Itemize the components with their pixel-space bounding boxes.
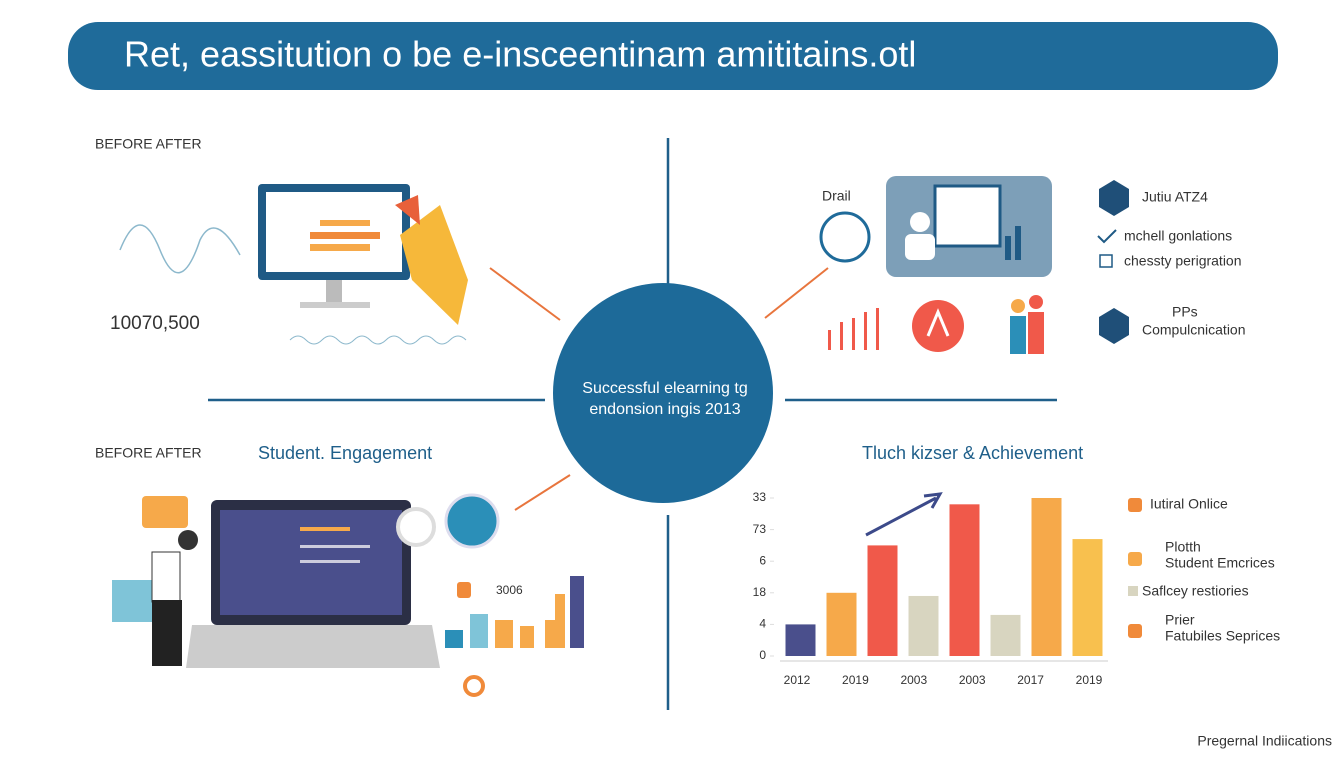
laptop-icon	[112, 493, 584, 697]
bar	[1031, 498, 1062, 656]
y-tick-label: 4	[759, 617, 766, 631]
legend-item: chessty perigration	[1124, 253, 1242, 269]
legend-item: Iutiral Onlice	[1150, 496, 1228, 512]
connectors	[489, 267, 829, 511]
dividers	[208, 138, 1057, 710]
trend-arrow	[865, 492, 943, 537]
center-circle	[553, 283, 773, 503]
x-tick-label: 2019	[842, 673, 869, 687]
x-tick-label: 2012	[784, 673, 811, 687]
legend-item: Prier	[1165, 612, 1195, 628]
section-label: BEFORE AFTER	[95, 136, 202, 152]
badge: 3006	[496, 583, 523, 597]
bar-chart: 0 4 18 6 73 33 2012 2019 2003 2003 2017 2019	[753, 490, 1103, 687]
section-title: Tluch kizser & Achievement	[862, 443, 1083, 463]
wave-icon	[119, 224, 241, 274]
x-tick-label: 2019	[1076, 673, 1103, 687]
legend-icons	[1128, 498, 1142, 638]
bar	[867, 545, 898, 656]
footer-note: Pregernal Indiications	[1197, 733, 1332, 749]
section-title: Student. Engagement	[258, 443, 432, 463]
y-tick-label: 18	[753, 585, 767, 599]
wave-icon	[289, 335, 467, 345]
bar	[1072, 539, 1103, 656]
legend-item: Student Emcrices	[1165, 555, 1275, 571]
legend-item: Saflcey restiories	[1142, 583, 1249, 599]
y-tick-label: 73	[753, 522, 767, 536]
x-tick-label: 2017	[1017, 673, 1044, 687]
panel-label: Drail	[822, 188, 851, 204]
classroom-icon	[819, 176, 1129, 354]
title: Ret, eassitution o be e-insceentinam ami…	[124, 34, 916, 75]
figure: 10070,500	[110, 313, 200, 334]
bar	[908, 595, 939, 656]
y-tick-label: 33	[753, 490, 767, 504]
y-tick-label: 6	[759, 553, 766, 567]
bar	[785, 624, 816, 656]
bar	[826, 592, 857, 656]
legend-item: Fatubiles Seprices	[1165, 628, 1280, 644]
legend-item: PPs	[1172, 304, 1198, 320]
center-line: Successful elearning tg	[582, 380, 747, 397]
legend-item: Plotth	[1165, 539, 1201, 555]
bar	[949, 504, 980, 656]
center-line: endonsion ingis 2013	[589, 401, 740, 418]
x-tick-label: 2003	[900, 673, 927, 687]
legend-item: Jutiu ATZ4	[1142, 189, 1208, 205]
y-tick-label: 0	[759, 648, 766, 662]
legend-item: mchell gonlations	[1124, 228, 1232, 244]
title-banner	[68, 22, 1278, 90]
bar	[990, 614, 1021, 656]
legend-item: Compulcnication	[1142, 322, 1246, 338]
x-tick-label: 2003	[959, 673, 986, 687]
section-label: BEFORE AFTER	[95, 445, 202, 461]
monitor-icon	[258, 184, 468, 325]
